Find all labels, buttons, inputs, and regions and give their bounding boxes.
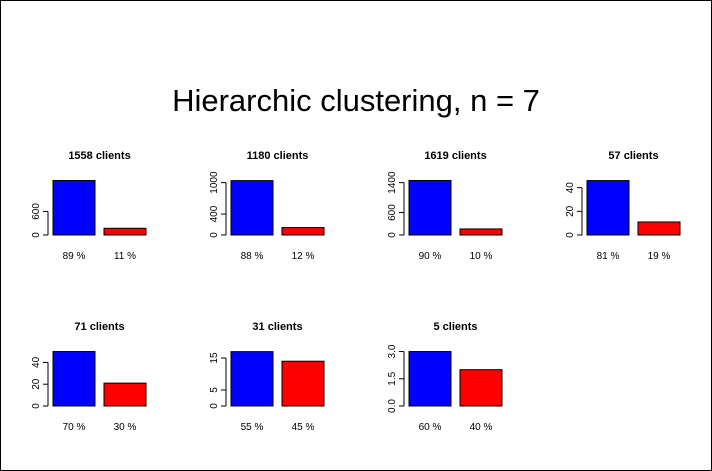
y-tick-label: 0: [209, 232, 220, 238]
bar: [637, 221, 681, 236]
plot-title: 31 clients: [252, 321, 302, 333]
plot-title: 5 clients: [433, 321, 477, 333]
y-tick-label: 40: [565, 182, 576, 194]
bar-label: 11 %: [114, 251, 136, 262]
bar-label: 81 %: [597, 251, 620, 262]
y-tick-label: 1.5: [387, 371, 398, 385]
y-tick-label: 600: [387, 204, 398, 221]
bar: [408, 351, 452, 407]
plot-title: 71 clients: [74, 321, 124, 333]
bar: [281, 360, 325, 407]
bar: [586, 180, 630, 236]
y-tick-label: 1400: [387, 171, 398, 194]
y-tick-label: 0: [31, 232, 42, 238]
bar: [230, 351, 274, 407]
y-tick-label: 0: [565, 232, 576, 238]
y-tick-label: 0: [209, 403, 220, 409]
bar-label: 12 %: [292, 251, 315, 262]
bar-label: 88 %: [241, 251, 264, 262]
y-tick-label: 40: [31, 356, 42, 368]
y-tick-label: 0: [31, 403, 42, 409]
bar-label: 40 %: [470, 422, 493, 433]
y-tick-label: 3.0: [387, 344, 398, 358]
bar: [52, 180, 96, 236]
y-tick-label: 600: [31, 203, 42, 220]
y-tick-label: 1000: [209, 171, 220, 194]
y-tick-label: 0.0: [387, 399, 398, 413]
bar-label: 10 %: [470, 251, 493, 262]
bar-label: 70 %: [63, 422, 86, 433]
bar-label: 90 %: [419, 251, 442, 262]
bar: [459, 369, 503, 407]
plot-title: 1558 clients: [68, 150, 130, 162]
bar: [52, 351, 96, 407]
page-title: Hierarchic clustering, n = 7: [172, 83, 540, 118]
y-tick-label: 20: [565, 205, 576, 217]
y-tick-label: 5: [209, 387, 220, 393]
plot-title: 57 clients: [608, 150, 658, 162]
y-tick-label: 20: [31, 378, 42, 390]
plot-title: 1180 clients: [247, 150, 309, 162]
bar-label: 30 %: [114, 422, 137, 433]
y-tick-label: 0: [387, 232, 398, 238]
y-tick-label: 15: [209, 352, 220, 364]
bar-label: 55 %: [241, 422, 264, 433]
bar: [459, 228, 503, 236]
y-tick-label: 400: [209, 205, 220, 222]
bar-label: 89 %: [63, 251, 86, 262]
bar: [230, 180, 274, 236]
bar: [281, 227, 325, 236]
plot-title: 1619 clients: [424, 150, 486, 162]
bar-label: 60 %: [419, 422, 442, 433]
bar: [408, 179, 452, 236]
bar-label: 19 %: [648, 251, 671, 262]
bar: [103, 227, 147, 236]
bar-label: 45 %: [292, 422, 315, 433]
bar: [103, 382, 147, 407]
